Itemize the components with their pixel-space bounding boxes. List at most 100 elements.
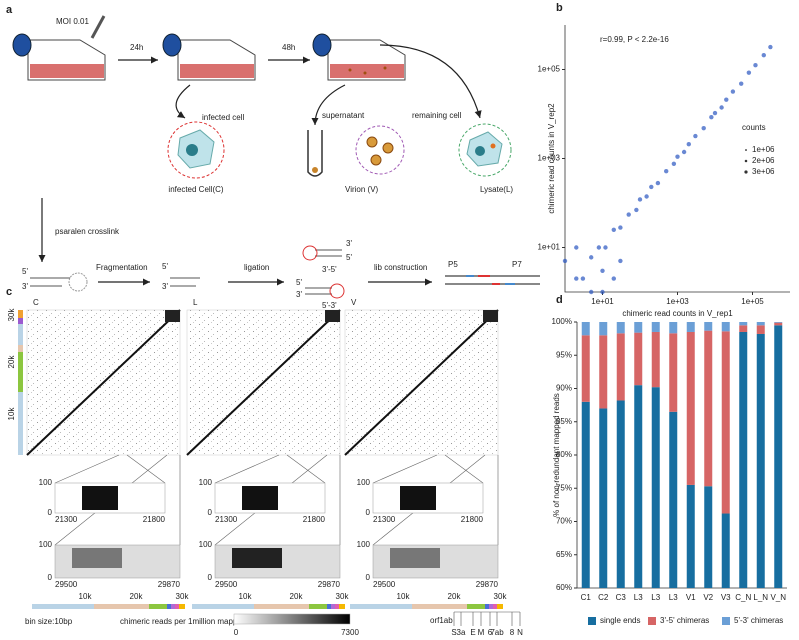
- bar-segment: [599, 408, 608, 588]
- bar-segment: [756, 333, 765, 588]
- x-tick-label: 29500: [373, 580, 396, 589]
- gene-label: M: [478, 628, 485, 637]
- y-tick-label: 20k: [7, 355, 16, 369]
- point: [618, 225, 623, 230]
- label: remaining cell: [412, 111, 462, 120]
- axis: [576, 322, 787, 589]
- point: [611, 276, 616, 281]
- genome-bar: [412, 604, 467, 609]
- zoom-guide: [372, 454, 499, 546]
- bar-segment: [581, 401, 590, 588]
- fragment: [170, 277, 200, 287]
- x-tick-label: 21300: [55, 515, 78, 524]
- label: psaralen crosslink: [55, 227, 120, 236]
- genome-bar: [327, 604, 331, 609]
- bar-segment: [651, 322, 660, 332]
- legend-swatch: [722, 617, 730, 625]
- genome-bar: [18, 392, 23, 455]
- x-tick-label: 21800: [143, 515, 166, 524]
- y-tick-label: 90%: [556, 384, 572, 393]
- y-tick-label: 10k: [7, 407, 16, 421]
- point: [724, 97, 729, 102]
- flask: [12, 33, 106, 81]
- y-tick-label: 1e+03: [538, 154, 561, 163]
- point: [626, 212, 631, 217]
- scale-title: chimeric reads per 1million mapped reads: [120, 617, 269, 626]
- point: [739, 81, 744, 86]
- bar-segment: [704, 330, 713, 487]
- rna: [30, 277, 70, 287]
- zoom-block: [400, 486, 436, 510]
- genome-bar: [467, 604, 485, 609]
- genome-bar: [192, 604, 254, 609]
- genome-bar: [309, 604, 327, 609]
- point: [589, 255, 594, 260]
- gene-label: 8: [510, 628, 515, 637]
- heatmap-block: [483, 310, 498, 322]
- zoom-circle: [167, 121, 225, 179]
- bar-segment: [774, 322, 783, 323]
- flask: [312, 33, 406, 81]
- point: [580, 276, 586, 281]
- x-tick-label: L3: [651, 593, 660, 602]
- y-tick-label: 100: [39, 540, 53, 549]
- label: infected cell: [202, 113, 244, 122]
- legend-label: 2e+06: [752, 156, 775, 165]
- legend-label: 3e+06: [752, 167, 775, 176]
- flask: [162, 33, 256, 81]
- x-tick-label: 29870: [476, 580, 499, 589]
- hairpin: [305, 249, 342, 295]
- point: [664, 168, 669, 174]
- gene-label: 6: [488, 628, 493, 637]
- legend-marker: [745, 149, 747, 151]
- label: Fragmentation: [96, 263, 148, 272]
- bar-segment: [616, 322, 625, 334]
- x-tick-label: C2: [598, 593, 609, 602]
- note: bin size:10bp: [25, 617, 73, 626]
- y-tick-label: 0: [366, 573, 371, 582]
- point: [634, 207, 639, 213]
- genome-bar: [32, 604, 94, 609]
- point: [644, 194, 649, 199]
- x-tick-label: 10k: [79, 592, 93, 601]
- point: [693, 133, 698, 139]
- label: infected Cell(C): [168, 185, 223, 194]
- label: Virion (V): [345, 185, 379, 194]
- point: [655, 180, 661, 186]
- legend-label: 1e+06: [752, 145, 775, 154]
- legend-marker: [744, 170, 748, 174]
- y-tick-label: 100: [39, 478, 53, 487]
- bar-segment: [756, 322, 765, 326]
- heatmap-block: [325, 310, 340, 322]
- heatmap-diagonal: [26, 309, 181, 456]
- point: [753, 62, 758, 68]
- y-tick-label: 0: [208, 508, 213, 517]
- y-tick-label: 60%: [556, 583, 572, 592]
- genome-bar: [149, 604, 167, 609]
- panel-label: b: [556, 2, 563, 14]
- zoom-block: [82, 486, 118, 510]
- x-tick-label: 1e+01: [591, 297, 614, 306]
- map-title: C: [33, 298, 39, 307]
- genome-bar: [335, 604, 339, 609]
- label: MOI 0.01: [56, 17, 89, 26]
- x-axis-title: chimeric read counts in V_rep1: [622, 309, 733, 318]
- point: [768, 44, 773, 50]
- x-tick-label: 29870: [318, 580, 341, 589]
- bar-segment: [669, 333, 678, 412]
- panel-label: c: [6, 286, 12, 298]
- point: [589, 289, 594, 295]
- heatmap-diagonal: [344, 309, 499, 456]
- y-tick-label: 70%: [556, 517, 572, 526]
- point: [649, 184, 654, 190]
- bar-segment: [739, 322, 748, 326]
- genome-bar: [18, 352, 23, 392]
- bar-segment: [774, 325, 783, 588]
- x-tick-label: 10k: [397, 592, 411, 601]
- zoom-block: [232, 548, 282, 568]
- map-title: L: [193, 298, 198, 307]
- legend-label: single ends: [600, 616, 640, 625]
- bar-segment: [616, 400, 625, 588]
- genome-bar: [175, 604, 179, 609]
- label: Lysate(L): [480, 185, 513, 194]
